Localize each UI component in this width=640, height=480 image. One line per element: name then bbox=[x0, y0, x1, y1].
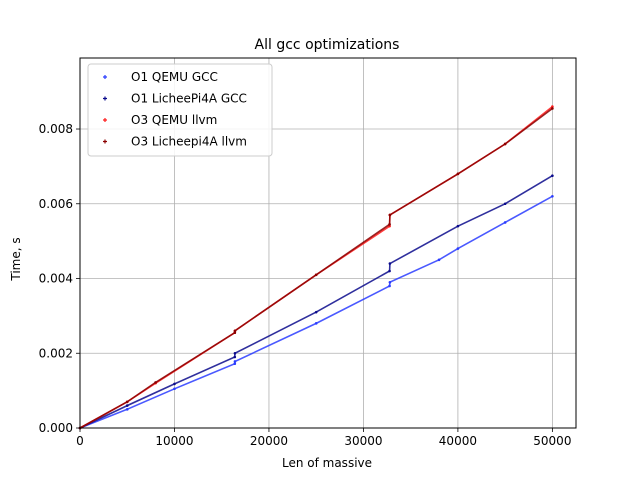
data-point bbox=[154, 381, 157, 384]
legend: O1 QEMU GCC O1 LicheePi4A GCC O3 QEMU llvm… bbox=[87, 63, 273, 157]
data-point bbox=[125, 400, 129, 404]
x-tick-label: 50000 bbox=[533, 434, 571, 448]
data-point bbox=[551, 174, 554, 178]
legend-label: O3 QEMU llvm bbox=[131, 113, 217, 127]
data-point bbox=[503, 202, 507, 206]
x-tick-label: 0 bbox=[76, 434, 84, 448]
plot-frame bbox=[79, 57, 577, 429]
legend-marker bbox=[103, 96, 107, 101]
chart-title: All gcc optimizations bbox=[255, 37, 400, 53]
legend-box bbox=[87, 63, 273, 157]
y-tick-label: 0.000 bbox=[39, 421, 73, 435]
data-point bbox=[233, 355, 237, 359]
data-point bbox=[388, 284, 391, 288]
y-axis-label: Time, s bbox=[9, 237, 23, 281]
data-point bbox=[173, 382, 176, 386]
x-tick-label: 40000 bbox=[439, 434, 477, 448]
data-point bbox=[388, 262, 392, 265]
y-tick-label: 0.008 bbox=[39, 122, 73, 136]
data-point bbox=[314, 310, 318, 314]
series-4 bbox=[78, 107, 554, 430]
data-point bbox=[503, 142, 507, 146]
legend-label: O1 LicheePi4A GCC bbox=[131, 92, 247, 106]
data-point bbox=[125, 408, 129, 411]
series-line bbox=[79, 175, 553, 429]
series-line bbox=[79, 195, 553, 429]
data-point bbox=[551, 105, 554, 108]
data-point bbox=[233, 331, 237, 334]
x-tick-label: 10000 bbox=[155, 434, 193, 448]
data-point bbox=[456, 247, 460, 250]
data-point bbox=[388, 269, 391, 273]
data-point bbox=[314, 322, 318, 325]
data-layer bbox=[78, 105, 554, 430]
data-point bbox=[551, 107, 554, 110]
data-point bbox=[456, 172, 460, 176]
x-tick-label: 20000 bbox=[250, 434, 288, 448]
y-tick-label: 0.002 bbox=[39, 346, 73, 360]
data-point bbox=[314, 273, 318, 277]
y-tick-label: 0.004 bbox=[39, 272, 73, 286]
data-point bbox=[125, 404, 129, 407]
x-tick-label: 30000 bbox=[344, 434, 382, 448]
legend-label: O3 Licheepi4A llvm bbox=[131, 135, 247, 149]
axis-ticks: 0 10000 20000 30000 40000 50000 0.000 0.002 0.00… bbox=[39, 122, 572, 448]
data-point bbox=[503, 221, 507, 224]
data-point bbox=[233, 362, 237, 366]
legend-marker bbox=[103, 139, 107, 144]
legend-label: O1 QEMU GCC bbox=[131, 70, 218, 84]
data-point bbox=[388, 280, 392, 284]
data-point bbox=[437, 258, 441, 262]
data-point bbox=[388, 223, 391, 226]
data-point bbox=[233, 351, 237, 355]
data-point bbox=[388, 213, 392, 217]
legend-marker bbox=[103, 75, 107, 79]
legend-marker bbox=[103, 118, 107, 122]
series-2 bbox=[78, 174, 554, 430]
data-point bbox=[456, 224, 460, 228]
y-tick-label: 0.006 bbox=[39, 197, 73, 211]
data-point bbox=[233, 360, 237, 363]
x-axis-label: Len of massive bbox=[282, 456, 372, 470]
data-point bbox=[551, 194, 554, 198]
data-point bbox=[173, 387, 176, 391]
data-point bbox=[233, 329, 237, 333]
